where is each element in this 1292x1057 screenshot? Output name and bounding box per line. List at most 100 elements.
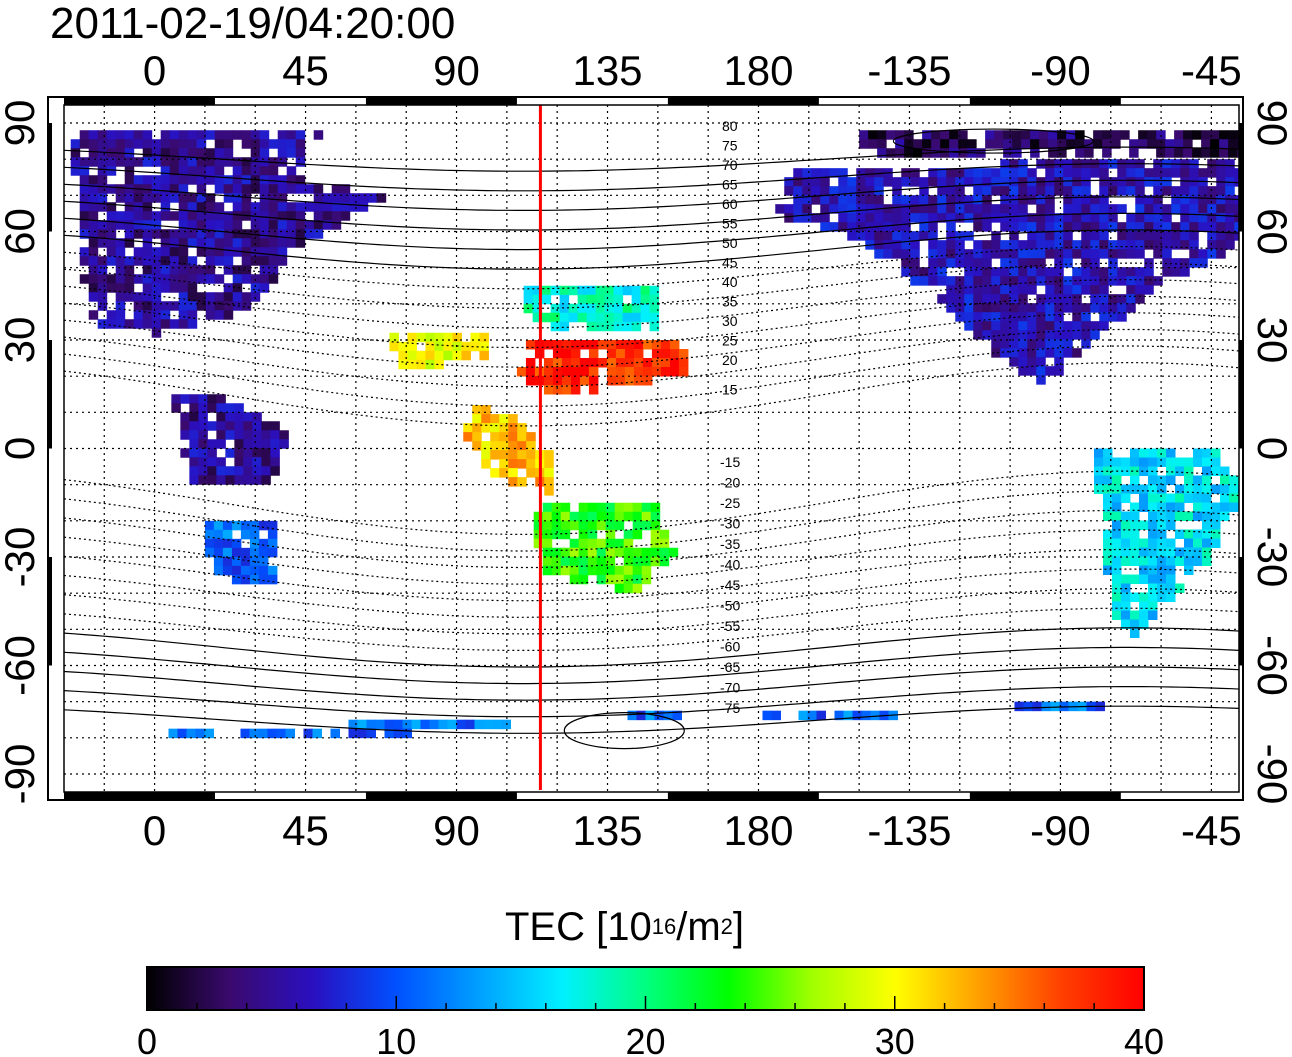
contour-line (64, 529, 1239, 585)
contour-line (64, 163, 1239, 192)
map-frame (47, 96, 1244, 801)
colorbar-title-exp: 16 (651, 914, 677, 939)
south-pole-contour (563, 711, 685, 750)
contour-label: 55 (722, 216, 738, 232)
tec-region-central-africa (171, 394, 289, 485)
tec-region-east-asia-anomaly (516, 340, 689, 395)
lon-tick-top: -90 (1030, 47, 1091, 94)
contour-line (64, 705, 1239, 734)
lat-tick-right: 60 (1249, 208, 1292, 255)
lat-tick-right: 30 (1249, 317, 1292, 364)
lat-tick-left: 90 (0, 100, 43, 147)
lon-tick-top: 45 (282, 47, 329, 94)
lat-tick-right: 0 (1249, 437, 1292, 460)
contour-label: -20 (720, 475, 740, 491)
lon-tick-top: 135 (572, 47, 642, 94)
contour-label: 75 (722, 138, 738, 154)
colorbar: 0 10 20 30 40 (137, 966, 1164, 1057)
tec-region-south-africa (204, 520, 278, 585)
colorbar-title-main: TEC [10 (505, 905, 652, 949)
contour-label: 20 (722, 352, 738, 368)
contour-line (64, 212, 1239, 251)
contour-label: 40 (722, 274, 738, 290)
contour-line (64, 179, 1239, 211)
tec-region-antarctica (168, 701, 1105, 739)
colorbar-tick-label: 40 (1124, 1021, 1164, 1057)
contour-label: 45 (722, 255, 738, 271)
contour-label: 15 (722, 382, 738, 398)
contour-label: -70 (720, 680, 740, 696)
axis-tick-labels: 0045459090135135180180-135-135-90-90-45-… (0, 47, 1292, 854)
lat-tick-left: 60 (0, 208, 43, 255)
lon-tick-top: 90 (433, 47, 480, 94)
lon-tick-bottom: 0 (143, 807, 166, 854)
contour-label: -40 (720, 557, 740, 573)
lon-tick-bottom: -90 (1030, 807, 1091, 854)
contour-line (64, 312, 1239, 368)
contour-label: 80 (722, 118, 738, 134)
tec-region-japan-band (523, 285, 660, 332)
magnetic-latitude-contours (64, 128, 1239, 750)
colorbar-tick-label: 30 (875, 1021, 915, 1057)
tec-region-north-europe-asia (70, 130, 387, 338)
lon-tick-bottom: 180 (723, 807, 793, 854)
lon-tick-bottom: 135 (572, 807, 642, 854)
contour-label: -65 (720, 659, 740, 675)
contour-label: -60 (720, 639, 740, 655)
colorbar-title-end: ] (732, 905, 745, 949)
lat-tick-right: 90 (1249, 100, 1292, 147)
contour-line (64, 646, 1239, 685)
north-pole-contour (892, 128, 1094, 154)
contour-line (64, 548, 1239, 602)
lat-tick-right: -60 (1249, 635, 1292, 696)
lat-tick-left: -60 (0, 635, 43, 696)
contour-labels: 80 75 70 65 60 55 50 45 40 35 30 25 20 15 -15 -20 -25 -30… (720, 118, 740, 716)
contour-line (64, 229, 1239, 270)
lon-tick-bottom: 45 (282, 807, 329, 854)
tec-region-australia (533, 502, 679, 594)
contour-line (64, 295, 1239, 349)
contour-line (64, 146, 1239, 172)
lon-tick-top: -135 (867, 47, 951, 94)
contour-label: -75 (720, 700, 740, 716)
contour-label: 60 (722, 196, 738, 212)
lon-tick-bottom: -45 (1181, 807, 1242, 854)
contour-label: -45 (720, 577, 740, 593)
tec-region-south-america (1093, 448, 1239, 638)
contour-line (64, 627, 1239, 668)
contour-label: -55 (720, 618, 740, 634)
contour-label: 30 (722, 313, 738, 329)
contour-line (64, 279, 1239, 329)
contour-line (64, 686, 1239, 718)
lat-tick-left: 30 (0, 317, 43, 364)
colorbar-title: TEC [1016/m2] (505, 905, 744, 949)
tec-region-india-band (389, 332, 489, 370)
contour-label: 65 (722, 177, 738, 193)
lat-tick-left: -30 (0, 527, 43, 588)
lon-tick-top: 180 (723, 47, 793, 94)
contour-label: -15 (720, 454, 740, 470)
contour-line (64, 196, 1239, 231)
contour-label: -50 (720, 598, 740, 614)
tec-region-north-america (775, 159, 1239, 385)
timestamp-title: 2011-02-19/04:20:00 (50, 0, 456, 48)
lat-tick-right: -90 (1249, 744, 1292, 805)
lon-tick-top: -45 (1181, 47, 1242, 94)
contour-line (64, 607, 1239, 651)
contour-line (64, 568, 1239, 618)
lat-tick-right: -30 (1249, 527, 1292, 588)
colorbar-title-exp2: 2 (720, 914, 733, 939)
contour-line (64, 262, 1239, 310)
contour-label: 70 (722, 157, 738, 173)
lon-tick-bottom: 90 (433, 807, 480, 854)
contour-line (64, 666, 1239, 701)
contour-label: -30 (720, 516, 740, 532)
lat-tick-left: -90 (0, 744, 43, 805)
contour-label: -35 (720, 536, 740, 552)
contour-label: 35 (722, 294, 738, 310)
contour-line (64, 587, 1239, 635)
lat-tick-left: 0 (0, 437, 43, 460)
contour-label: 50 (722, 235, 738, 251)
